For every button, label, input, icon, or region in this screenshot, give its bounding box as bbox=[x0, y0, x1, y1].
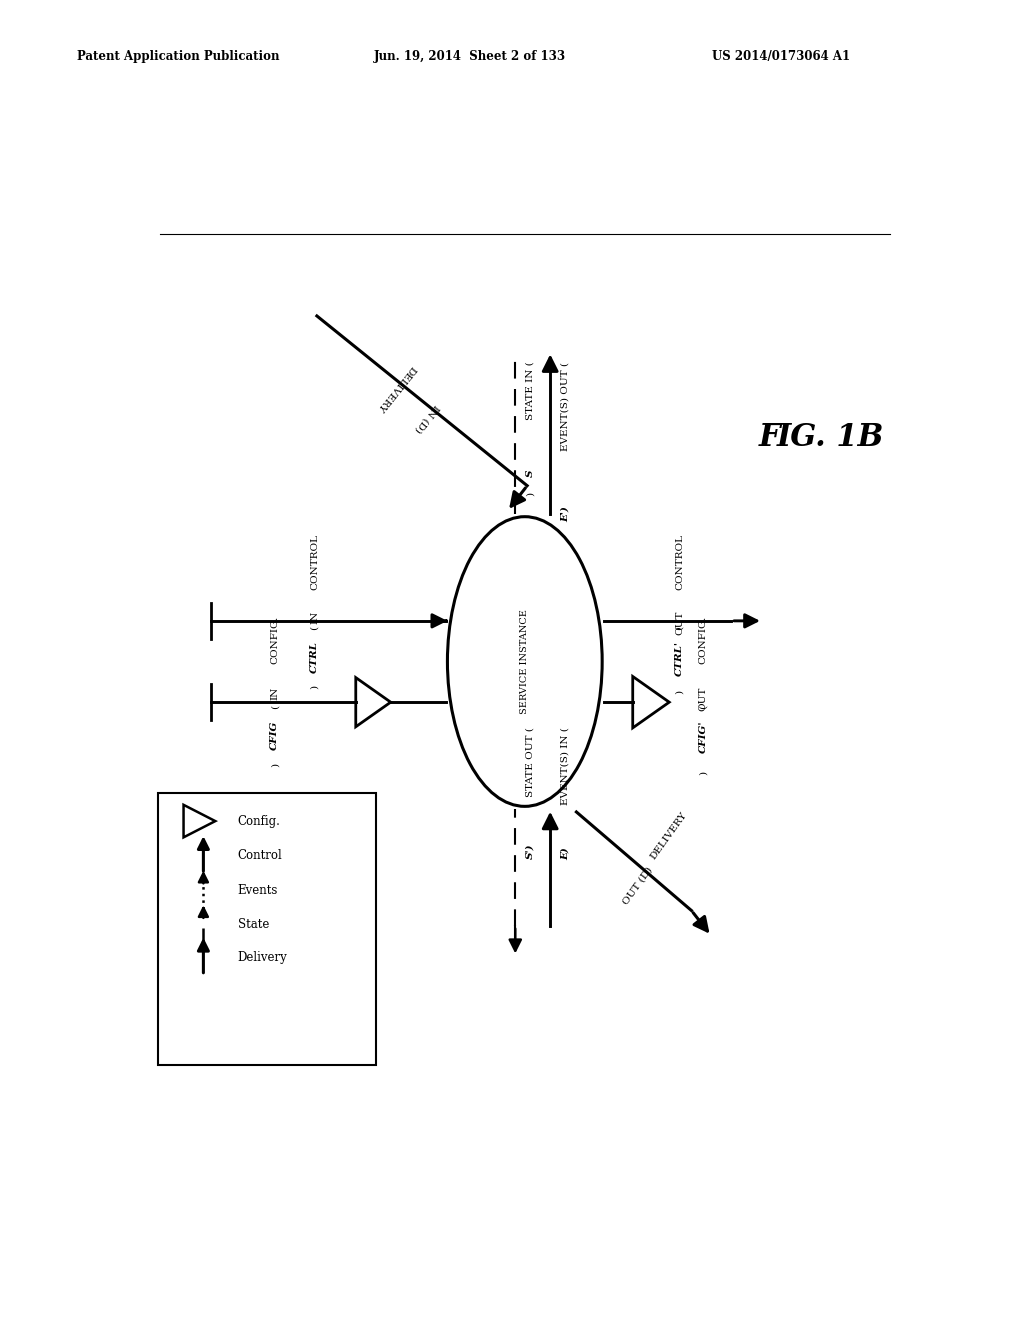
Text: (: ( bbox=[675, 626, 684, 630]
Text: DELIVERY: DELIVERY bbox=[375, 363, 417, 413]
Text: STATE OUT (: STATE OUT ( bbox=[525, 727, 535, 797]
Text: IG. 1B: IG. 1B bbox=[777, 422, 885, 453]
Text: STATE IN (: STATE IN ( bbox=[525, 362, 535, 421]
Text: CONTROL: CONTROL bbox=[675, 535, 684, 590]
Text: E'): E') bbox=[560, 506, 569, 521]
Text: CFIG: CFIG bbox=[270, 721, 280, 750]
Text: US 2014/0173064 A1: US 2014/0173064 A1 bbox=[712, 50, 850, 63]
Text: ): ) bbox=[698, 771, 708, 775]
Text: EVENT(S) OUT (: EVENT(S) OUT ( bbox=[560, 362, 569, 450]
Text: CONFIG.: CONFIG. bbox=[270, 615, 280, 664]
Text: EVENT(S) IN (: EVENT(S) IN ( bbox=[560, 727, 569, 805]
Text: IN (D): IN (D) bbox=[413, 403, 440, 434]
Text: ): ) bbox=[270, 763, 280, 767]
Text: CONFIG.: CONFIG. bbox=[698, 615, 708, 664]
Text: S'): S') bbox=[525, 843, 535, 859]
Text: (: ( bbox=[698, 705, 708, 709]
Text: Jun. 19, 2014  Sheet 2 of 133: Jun. 19, 2014 Sheet 2 of 133 bbox=[374, 50, 566, 63]
Text: F: F bbox=[759, 422, 780, 453]
Text: (: ( bbox=[310, 626, 319, 630]
Text: State: State bbox=[238, 919, 269, 932]
Text: Delivery: Delivery bbox=[238, 950, 288, 964]
Text: Config.: Config. bbox=[238, 814, 281, 828]
Text: OUT: OUT bbox=[675, 611, 684, 635]
Text: CONTROL: CONTROL bbox=[310, 535, 319, 590]
Text: OUT: OUT bbox=[698, 686, 708, 711]
Text: OUT (D): OUT (D) bbox=[621, 866, 654, 907]
Text: ): ) bbox=[525, 492, 535, 496]
Text: CTRL': CTRL' bbox=[675, 642, 684, 676]
Text: CFIG': CFIG' bbox=[698, 721, 708, 752]
Text: IN: IN bbox=[270, 686, 280, 700]
Text: (: ( bbox=[270, 705, 280, 709]
Text: Patent Application Publication: Patent Application Publication bbox=[77, 50, 280, 63]
Text: ): ) bbox=[310, 685, 319, 689]
Text: ): ) bbox=[675, 690, 684, 694]
Text: IN: IN bbox=[310, 611, 319, 624]
Text: SERVICE INSTANCE: SERVICE INSTANCE bbox=[520, 609, 529, 714]
Text: DELIVERY: DELIVERY bbox=[649, 810, 689, 861]
Text: CTRL: CTRL bbox=[310, 642, 319, 673]
Text: Control: Control bbox=[238, 849, 283, 862]
Text: E): E) bbox=[560, 847, 569, 861]
Text: S: S bbox=[525, 470, 535, 477]
Text: Events: Events bbox=[238, 883, 278, 896]
